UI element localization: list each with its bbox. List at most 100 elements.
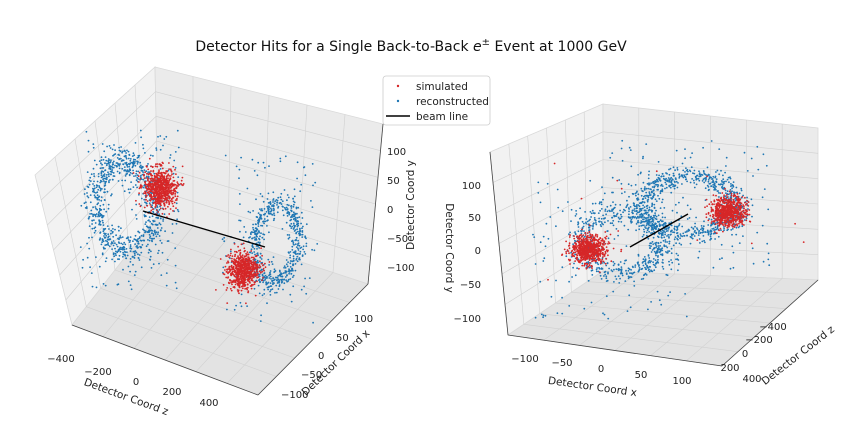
simulated-point [147, 187, 150, 190]
reconstructed-point [301, 217, 304, 219]
simulated-point [159, 189, 161, 192]
reconstructed-point [684, 148, 686, 151]
reconstructed-point [633, 208, 636, 210]
reconstructed-point [104, 162, 106, 165]
reconstructed-point [722, 181, 725, 184]
simulated-point [234, 269, 236, 272]
reconstructed-point [676, 225, 679, 228]
left-x-axis-line [257, 283, 369, 396]
reconstructed-point [302, 245, 305, 248]
reconstructed-point [292, 200, 295, 203]
reconstructed-point [682, 176, 685, 179]
reconstructed-point [643, 256, 646, 258]
reconstructed-point [243, 226, 246, 228]
reconstructed-point [135, 245, 138, 248]
reconstructed-point [300, 222, 302, 225]
reconstructed-point [698, 230, 701, 232]
simulated-point [748, 213, 751, 216]
reconstructed-point [702, 225, 705, 228]
simulated-point [249, 266, 252, 269]
reconstructed-point [646, 221, 649, 224]
reconstructed-point [542, 235, 545, 238]
reconstructed-point [96, 191, 99, 194]
simulated-point [239, 281, 242, 284]
reconstructed-point [707, 232, 710, 235]
reconstructed-point [729, 196, 732, 199]
simulated-point [254, 266, 256, 269]
reconstructed-point [715, 171, 717, 173]
reconstructed-point [645, 211, 647, 214]
reconstructed-point [92, 183, 94, 185]
reconstructed-point [655, 254, 657, 257]
simulated-point [239, 249, 242, 252]
reconstructed-point [285, 279, 288, 282]
reconstructed-point [690, 166, 693, 169]
reconstructed-point [700, 173, 703, 176]
reconstructed-point [577, 223, 579, 226]
reconstructed-point [712, 175, 715, 178]
reconstructed-point [647, 237, 650, 240]
reconstructed-point [617, 267, 620, 270]
reconstructed-point [97, 213, 100, 216]
reconstructed-point [583, 222, 585, 225]
simulated-point [252, 284, 254, 286]
reconstructed-point [148, 171, 151, 174]
reconstructed-point [644, 262, 647, 265]
reconstructed-point [583, 236, 586, 238]
reconstructed-point [668, 184, 671, 187]
reconstructed-point [126, 251, 128, 254]
simulated-point [250, 287, 253, 290]
reconstructed-point [672, 172, 675, 175]
simulated-point [156, 165, 159, 168]
reconstructed-point [278, 281, 280, 283]
reconstructed-point [618, 282, 621, 284]
simulated-point [224, 265, 227, 268]
reconstructed-point [108, 167, 111, 170]
reconstructed-point [177, 210, 180, 213]
left-z-axis-label: Detector Coord z [82, 376, 170, 418]
reconstructed-point [289, 254, 292, 257]
reconstructed-point [672, 231, 674, 234]
reconstructed-point [677, 263, 680, 266]
reconstructed-point [668, 173, 671, 176]
reconstructed-point [654, 217, 657, 220]
reconstructed-point [615, 268, 618, 270]
reconstructed-point [141, 244, 144, 246]
reconstructed-point [254, 253, 256, 256]
reconstructed-point [254, 258, 257, 261]
reconstructed-point [663, 230, 665, 233]
simulated-point [167, 205, 169, 208]
reconstructed-point [724, 171, 726, 174]
reconstructed-point [619, 204, 622, 206]
reconstructed-point [666, 241, 668, 243]
reconstructed-point [645, 213, 648, 215]
reconstructed-point [142, 235, 145, 238]
simulated-point [247, 253, 250, 256]
reconstructed-point [639, 210, 641, 212]
reconstructed-point [656, 224, 658, 227]
reconstructed-point [661, 189, 664, 192]
reconstructed-point [579, 217, 581, 220]
reconstructed-point [274, 291, 276, 294]
simulated-point [244, 259, 247, 262]
reconstructed-point [98, 219, 100, 222]
reconstructed-point [100, 196, 103, 199]
reconstructed-point [254, 233, 256, 235]
reconstructed-point [284, 271, 286, 274]
reconstructed-point [125, 152, 127, 154]
reconstructed-point [620, 272, 623, 274]
reconstructed-point [637, 221, 640, 224]
reconstructed-point [604, 208, 607, 211]
reconstructed-point [142, 147, 145, 150]
simulated-point [135, 199, 137, 202]
simulated-point [250, 250, 253, 252]
reconstructed-point [573, 262, 575, 265]
simulated-point [154, 198, 157, 201]
reconstructed-point [711, 178, 713, 181]
reconstructed-point [670, 180, 673, 183]
reconstructed-point [555, 225, 557, 228]
reconstructed-point [261, 273, 264, 276]
reconstructed-point [134, 184, 137, 186]
reconstructed-point [684, 157, 686, 160]
reconstructed-point [305, 223, 308, 226]
